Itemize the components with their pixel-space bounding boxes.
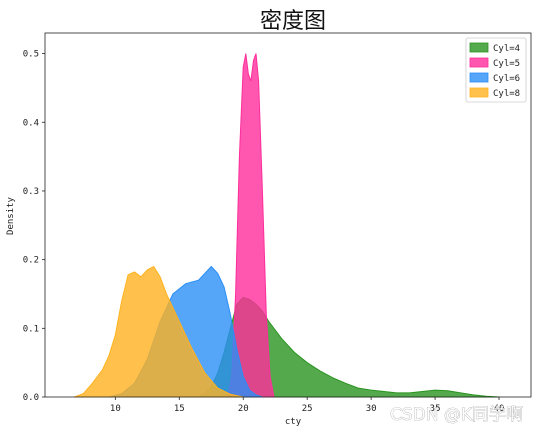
x-axis-label: cty	[285, 417, 302, 427]
y-tick-label: 0.5	[23, 50, 39, 60]
x-tick-label: 40	[494, 404, 505, 414]
x-tick-label: 25	[302, 404, 313, 414]
x-tick-label: 35	[430, 404, 441, 414]
legend-label-cyl-8: Cyl=8	[493, 89, 520, 99]
legend: Cyl=4 Cyl=5 Cyl=6 Cyl=8	[465, 37, 527, 103]
legend-swatch-cyl-5	[469, 57, 489, 68]
y-axis-label: Density	[6, 196, 16, 235]
chart-title: 密度图	[260, 9, 326, 34]
legend-label-cyl-5: Cyl=5	[493, 59, 520, 69]
x-tick-label: 30	[366, 404, 377, 414]
y-tick-label: 0.4	[23, 118, 39, 128]
x-tick-label: 10	[110, 404, 121, 414]
x-tick-label: 20	[238, 404, 249, 414]
watermark: CSDN @K同学啊	[390, 405, 523, 425]
legend-label-cyl-6: Cyl=6	[493, 74, 520, 84]
legend-box	[465, 37, 527, 103]
legend-label-cyl-4: Cyl=4	[493, 44, 520, 54]
y-tick-label: 0.2	[23, 256, 39, 266]
y-tick-label: 0.1	[23, 324, 39, 334]
axes: 10 15 20 25 30 35 40 0.0 0.1 0.2 0.3 0.4 0.5	[23, 32, 532, 414]
legend-swatch-cyl-8	[469, 87, 489, 98]
x-tick-label: 15	[174, 404, 185, 414]
y-tick-label: 0.3	[23, 187, 39, 197]
density-area-cyl-8	[74, 265, 244, 398]
legend-swatch-cyl-4	[469, 42, 489, 53]
plot-area	[74, 53, 500, 398]
density-area-cyl-5	[227, 53, 275, 398]
legend-swatch-cyl-6	[469, 72, 489, 83]
plot-frame	[44, 32, 532, 398]
y-tick-label: 0.0	[23, 393, 39, 403]
